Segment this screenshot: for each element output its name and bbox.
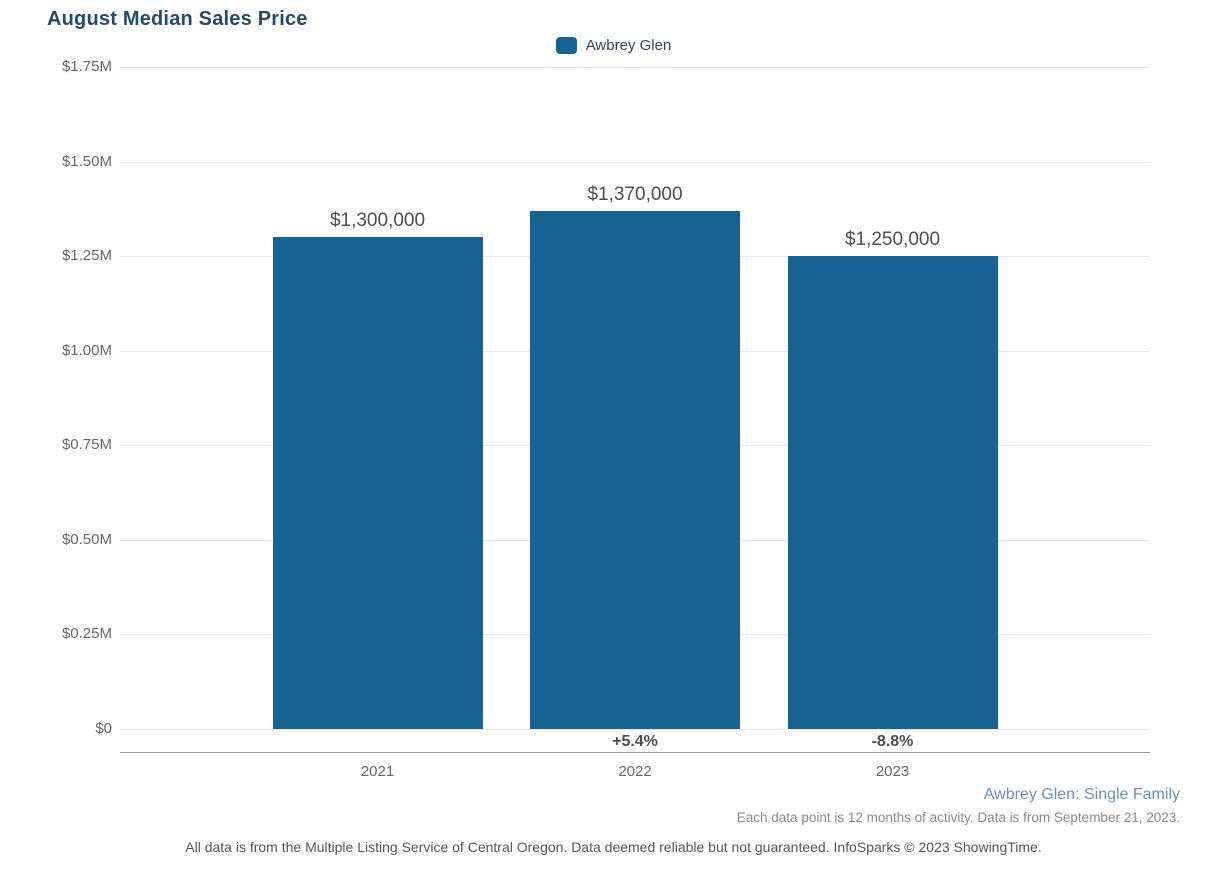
pct-change-label: -8.8% — [871, 733, 914, 750]
legend-item-awbrey-glen[interactable]: Awbrey Glen — [555, 37, 672, 54]
gridline — [120, 161, 1150, 163]
bar-value-label: $1,300,000 — [329, 210, 426, 232]
x-axis-tick-label: 2022 — [618, 763, 652, 780]
y-axis-tick-label: $1.25M — [61, 247, 112, 265]
legend-label: Awbrey Glen — [585, 37, 672, 54]
bar-value-label: $1,370,000 — [587, 183, 683, 205]
plot-area: $1,300,000 $1,370,000 $1,250,000 — [120, 67, 1150, 730]
bar-2021[interactable] — [272, 237, 483, 729]
x-axis-line — [120, 752, 1150, 753]
y-axis-tick-label: $1.75M — [61, 58, 112, 75]
bar-2022[interactable] — [530, 210, 740, 729]
chart-title: August Median Sales Price — [47, 8, 308, 30]
series-note: Awbrey Glen: Single Family — [983, 786, 1180, 803]
pct-change-label: +5.4% — [612, 733, 658, 750]
y-axis-tick-label: $1.50M — [61, 152, 112, 170]
gridline — [120, 67, 1150, 68]
y-axis-tick-label: $1.00M — [61, 341, 112, 359]
x-axis-tick-label: 2021 — [360, 763, 395, 780]
legend-swatch-icon — [555, 37, 577, 54]
bar-value-label: $1,250,000 — [844, 229, 941, 251]
legend: Awbrey Glen — [0, 36, 1227, 55]
y-axis-tick-label: $0.25M — [61, 625, 112, 643]
y-axis-tick-label: $0 — [95, 720, 112, 737]
y-axis-tick-label: $0.50M — [61, 530, 112, 548]
bar-2023[interactable] — [787, 256, 998, 729]
disclaimer: All data is from the Multiple Listing Se… — [185, 839, 1042, 855]
y-axis-tick-label: $0.75M — [61, 436, 112, 454]
x-axis-tick-label: 2023 — [875, 763, 910, 780]
data-note: Each data point is 12 months of activity… — [736, 810, 1180, 825]
gridline — [120, 729, 1150, 730]
